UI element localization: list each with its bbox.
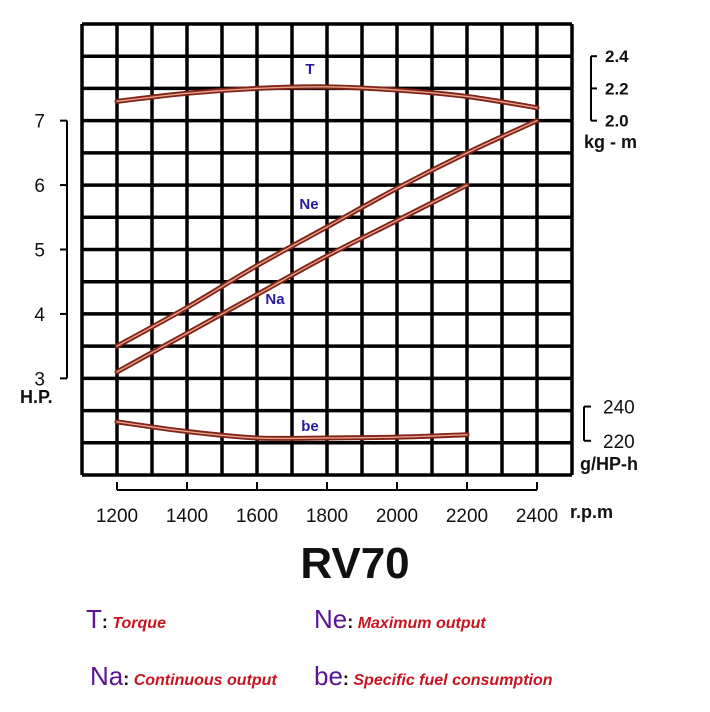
x-tick-label: 1400 [166,506,208,527]
legend-colon: : [101,612,108,632]
curve-na-highlight [116,184,468,373]
fuel-tick-label: 220 [603,432,635,453]
curve-be-highlight [116,421,468,440]
x-axis-label: r.p.m [570,502,613,522]
hp-axis-label: H.P. [20,387,53,407]
hp-tick-label: 6 [34,176,45,197]
curves [114,84,540,441]
fuel-axis-label: g/HP-h [580,454,638,474]
x-tick-label: 2000 [376,506,418,527]
torque-tick-label: 2.0 [605,112,629,131]
curve-t-highlight [116,86,538,109]
hp-tick-label: 5 [34,241,45,262]
legend-item-na: Na: Continuous output [90,661,277,692]
hp-tick-label: 3 [34,369,45,390]
legend-colon: : [123,669,130,689]
hp-tick-label: 7 [34,112,45,133]
legend-item-be: be: Specific fuel consumption [314,661,553,692]
x-tick-label: 2200 [446,506,488,527]
torque-axis-label: kg - m [584,132,637,152]
torque-tick-label: 2.2 [605,79,629,98]
curve-ne-highlight [116,119,538,347]
legend-abbr: be [314,661,343,691]
x-tick-label: 1200 [96,506,138,527]
series-label-t: T [305,61,314,78]
title: RV70 [300,539,409,588]
series-label-ne: Ne [299,196,318,213]
series-label-be: be [301,418,319,435]
legend-colon: : [347,612,354,632]
x-tick-label: 1600 [236,506,278,527]
legend-item-t: T: Torque [86,604,166,635]
legend-desc: Continuous output [133,672,277,689]
axes: 1200 1400 1600 1800 2000 2200 2400 3 4 5 6 7 2.4 2.2 2… [34,47,634,527]
legend-desc: Specific fuel consumption [353,672,553,689]
legend-item-ne: Ne: Maximum output [314,604,486,635]
labels: RV70 r.p.m H.P. kg - m g/HP-h T Ne Na be [20,61,638,588]
legend-abbr: Ne [314,604,348,634]
legend-abbr: T [86,604,102,634]
x-tick-label: 1800 [306,506,348,527]
torque-tick-label: 2.4 [605,47,629,66]
legend-abbr: Na [90,661,124,691]
legend-desc: Maximum output [357,615,486,632]
hp-tick-label: 4 [34,305,45,326]
fuel-tick-label: 240 [603,398,635,419]
series-label-na: Na [265,291,285,308]
grid [80,22,574,477]
x-tick-label: 2400 [516,506,558,527]
legend-colon: : [342,669,349,689]
legend-desc: Torque [112,615,166,632]
